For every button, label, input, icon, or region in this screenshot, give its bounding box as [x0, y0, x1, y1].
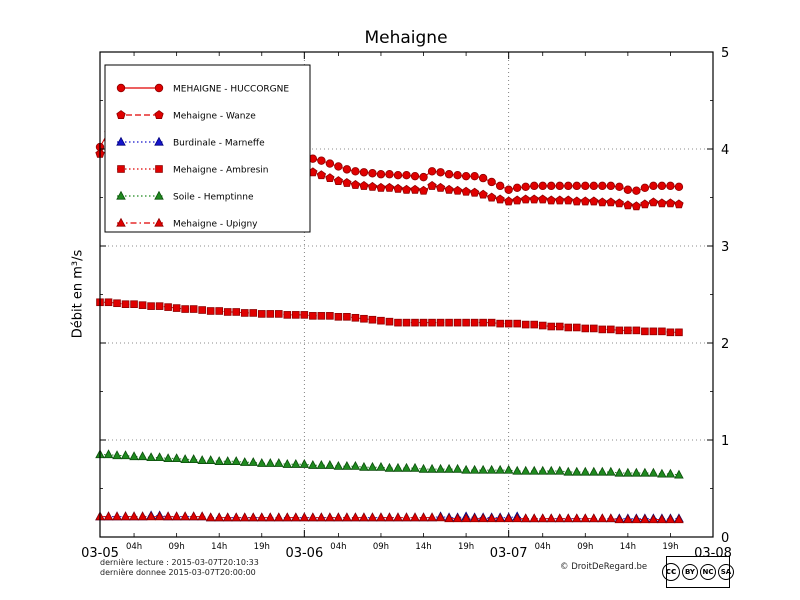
svg-text:2: 2: [721, 337, 729, 352]
svg-text:19h: 19h: [254, 542, 270, 552]
cc-sa-icon: SA: [718, 564, 734, 580]
svg-text:04h: 04h: [330, 542, 346, 552]
svg-text:14h: 14h: [211, 542, 227, 552]
cc-icon: cc: [662, 563, 680, 581]
svg-text:3: 3: [721, 240, 729, 255]
svg-text:04h: 04h: [535, 542, 551, 552]
last-reading-text: dernière lecture : 2015-03-07T20:10:33: [100, 558, 259, 567]
cc-license-badge[interactable]: cc BY NC SA: [662, 556, 734, 588]
svg-text:09h: 09h: [169, 542, 185, 552]
svg-text:09h: 09h: [577, 542, 593, 552]
legend: MEHAIGNE - HUCCORGNE Mehaigne - Wanze Burd…: [104, 64, 311, 233]
svg-text:0: 0: [721, 531, 729, 546]
svg-text:09h: 09h: [373, 542, 389, 552]
svg-text:Burdinale - Marneffe: Burdinale - Marneffe: [173, 139, 265, 149]
cc-license-icons: cc BY NC SA: [662, 563, 734, 581]
svg-text:Soile - Hemptinne: Soile - Hemptinne: [173, 193, 254, 203]
footer-status: dernière lecture : 2015-03-07T20:10:33 d…: [100, 558, 259, 578]
svg-text:MEHAIGNE - HUCCORGNE: MEHAIGNE - HUCCORGNE: [173, 85, 289, 95]
chart-title: Mehaigne: [364, 28, 448, 48]
svg-text:19h: 19h: [458, 542, 474, 552]
svg-text:03-06: 03-06: [285, 546, 323, 561]
last-data-text: dernière donnee 2015-03-07T20:00:00: [100, 568, 256, 577]
svg-text:03-07: 03-07: [490, 546, 528, 561]
svg-text:19h: 19h: [662, 542, 678, 552]
svg-text:Mehaigne - Wanze: Mehaigne - Wanze: [173, 112, 256, 122]
svg-text:14h: 14h: [620, 542, 636, 552]
cc-nc-icon: NC: [700, 564, 716, 580]
svg-text:Mehaigne - Ambresin: Mehaigne - Ambresin: [173, 166, 269, 176]
cc-by-icon: BY: [682, 564, 698, 580]
svg-text:04h: 04h: [126, 542, 142, 552]
svg-text:5: 5: [721, 46, 729, 61]
svg-text:03-05: 03-05: [81, 546, 119, 561]
svg-text:14h: 14h: [415, 542, 431, 552]
svg-text:4: 4: [721, 143, 729, 158]
svg-text:1: 1: [721, 434, 729, 449]
svg-text:Mehaigne - Upigny: Mehaigne - Upigny: [173, 220, 258, 230]
copyright-text: © DroitDeRegard.be: [560, 562, 648, 572]
